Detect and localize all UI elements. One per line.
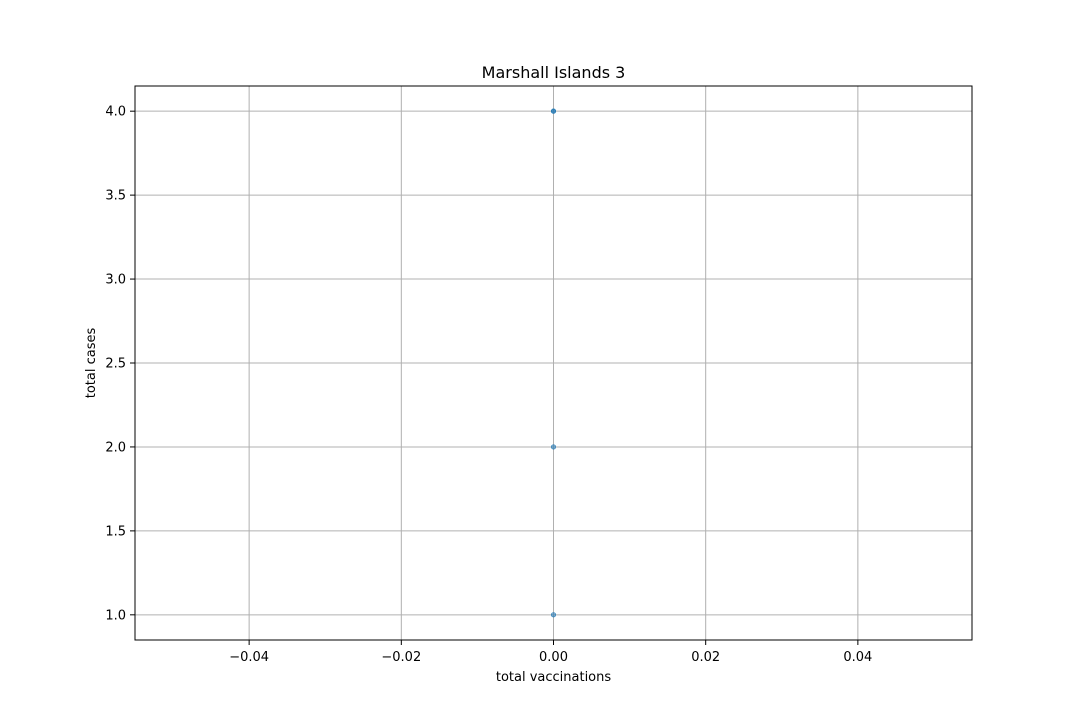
x-tick-label: 0.00 <box>539 650 568 665</box>
y-tick-label: 3.0 <box>105 273 126 288</box>
y-tick-label: 3.5 <box>105 189 126 204</box>
ticks: −0.04 −0.02 0.00 0.02 0.04 1.0 1.5 2.0 2.5 3.0 3.5… <box>105 105 872 665</box>
x-axis-label: total vaccinations <box>496 670 612 685</box>
x-tick-label: 0.02 <box>691 650 720 665</box>
x-tick-label: −0.02 <box>381 650 421 665</box>
grid <box>135 86 972 640</box>
y-tick-label: 4.0 <box>105 105 126 120</box>
data-point <box>550 612 556 618</box>
data-points <box>550 108 556 618</box>
x-tick-label: 0.04 <box>843 650 872 665</box>
chart-title: Marshall Islands 3 <box>482 63 626 82</box>
data-point <box>550 444 556 450</box>
y-tick-label: 1.5 <box>105 524 126 539</box>
x-tick-label: −0.04 <box>229 650 269 665</box>
y-tick-label: 2.5 <box>105 357 126 372</box>
y-axis-label: total cases <box>84 328 99 399</box>
data-point <box>550 108 556 114</box>
y-tick-label: 1.0 <box>105 608 126 623</box>
y-tick-label: 2.0 <box>105 440 126 455</box>
